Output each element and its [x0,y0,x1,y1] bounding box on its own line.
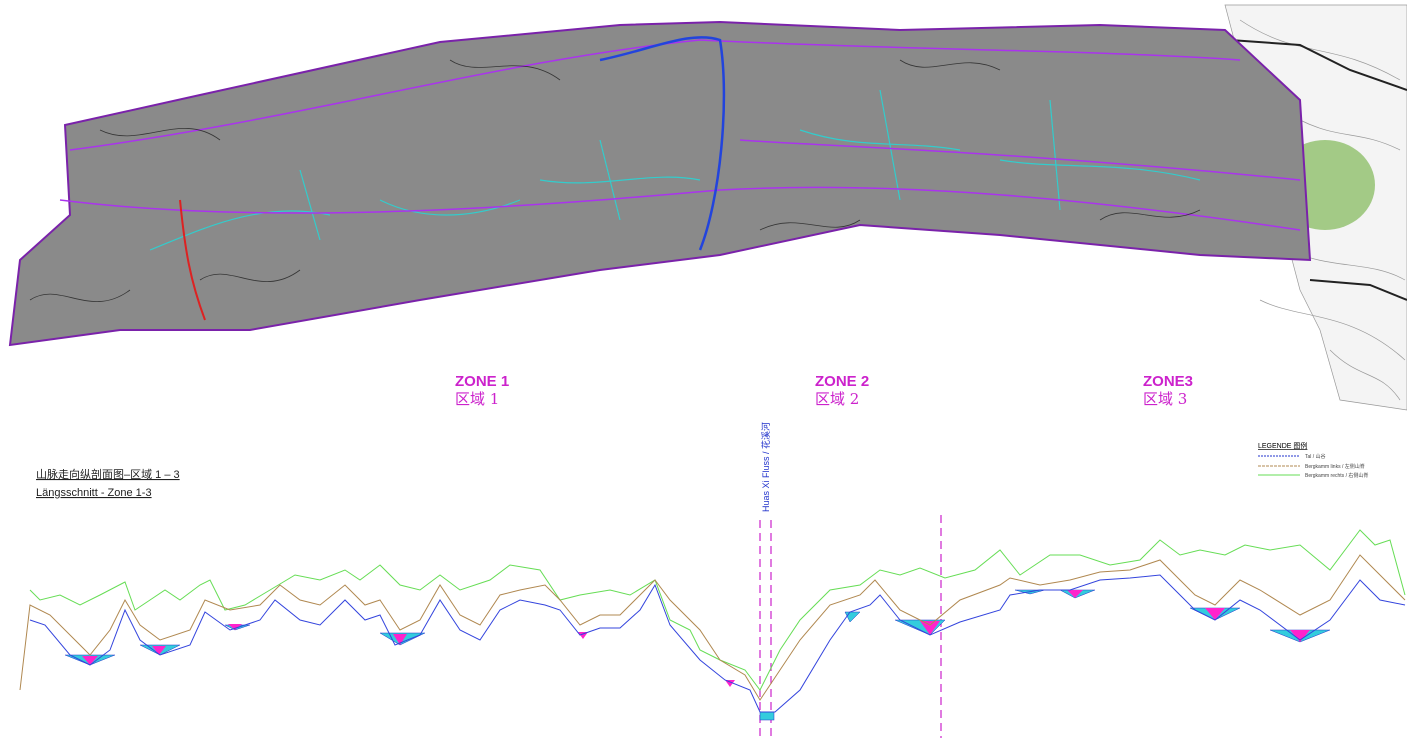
profile-title-cn: 山脉走向纵剖面图–区域 1 – 3 [36,467,180,481]
zone-label-cn: 区域 1 [455,390,499,408]
zone-label: ZONE3 [1143,373,1193,390]
zone-label: ZONE 2 [815,373,869,390]
map-strip [8,20,1312,347]
river-label: Huas Xi Fluss / 花溪河 [760,422,771,512]
zone-label-cn: 区域 3 [1143,390,1187,408]
map-contours [29,59,1201,302]
map-rivers [149,89,1201,251]
valley-line [29,574,1406,713]
map-roads [59,36,1301,251]
valley-markers [82,590,1310,687]
dividers [759,515,942,738]
water [64,589,1331,721]
red-line [179,199,206,321]
legend-title: LEGENDE 图例 [1258,441,1307,450]
legend: LEGENDE 图例 Tal / 山谷 Bergkamm links / 左侧山… [1258,441,1368,479]
ridge-left [19,554,1406,701]
zone-label-cn: 区域 2 [815,390,859,408]
legend-item: Tal / 山谷 [1305,453,1326,460]
zone-label: ZONE 1 [455,373,509,390]
legend-item: Bergkamm rechts / 右侧山脊 [1305,472,1368,479]
legend-item: Bergkamm links / 左侧山脊 [1305,463,1365,470]
ridge-right [29,529,1406,691]
profile-title-de: Längsschnitt - Zone 1-3 [36,487,152,499]
